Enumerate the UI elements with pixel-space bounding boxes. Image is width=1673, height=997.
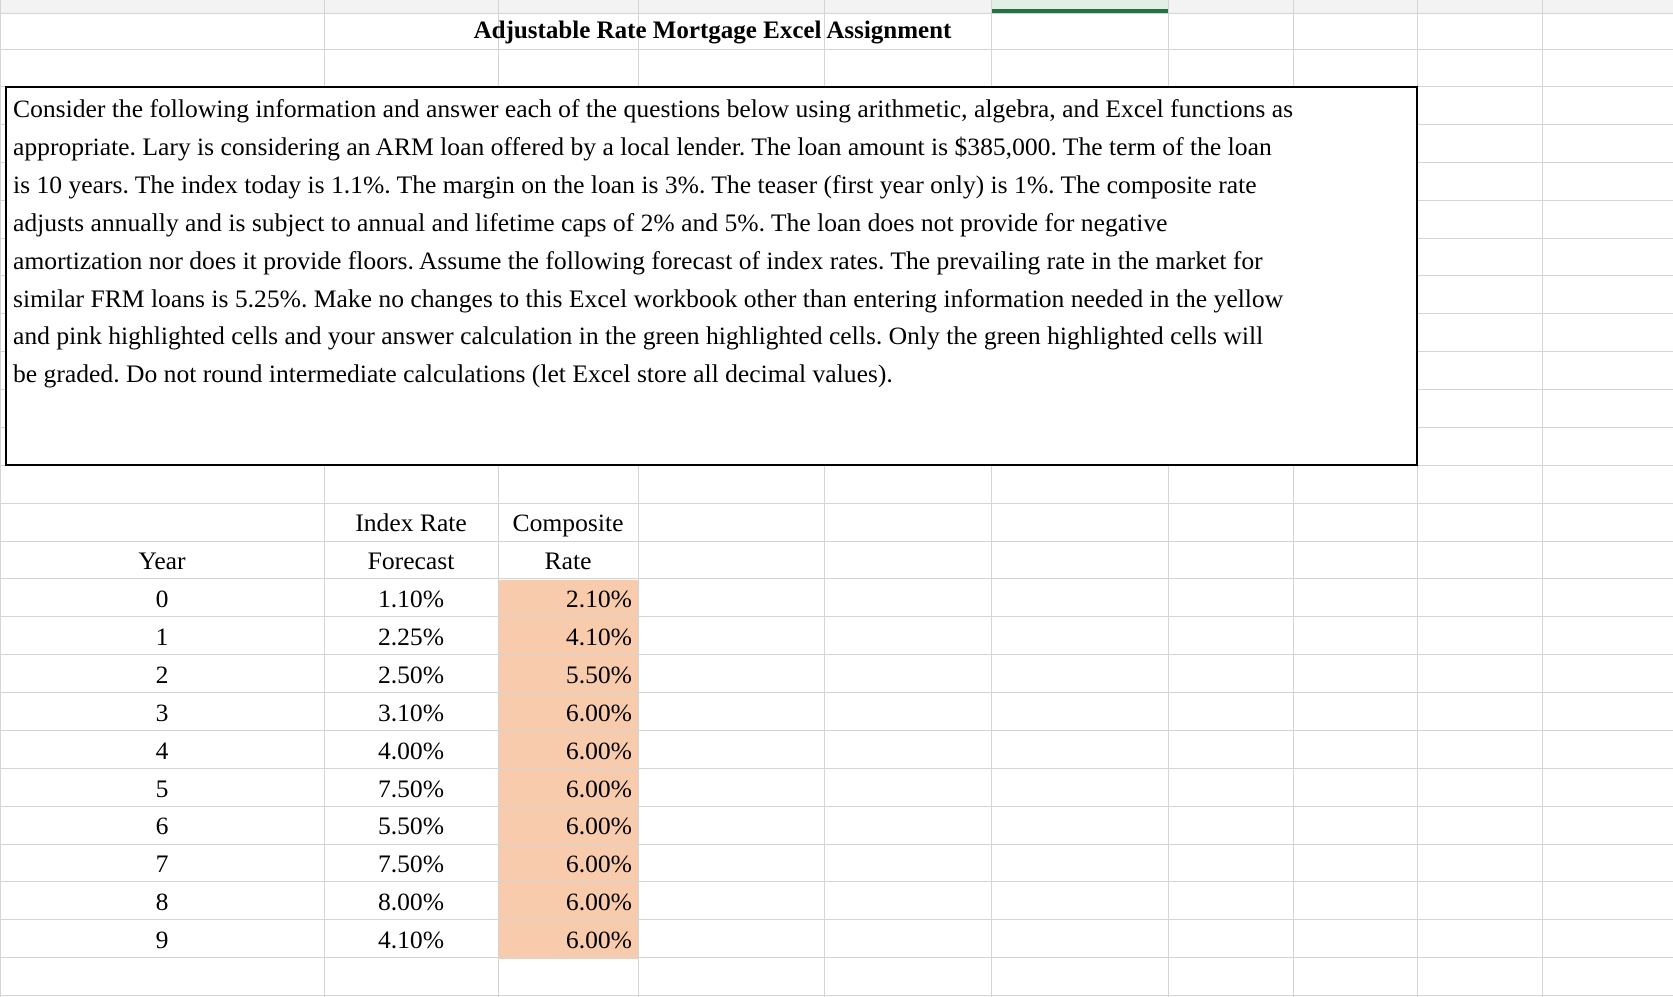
table-cell: 7.50% bbox=[377, 773, 445, 803]
table-cell: 2.50% bbox=[377, 659, 445, 689]
table-cell: 8.00% bbox=[377, 887, 445, 917]
table-cell: 4 bbox=[155, 735, 169, 765]
paragraph-line: similar FRM loans is 5.25%. Make no chan… bbox=[13, 283, 1284, 313]
table-cell: 6.00% bbox=[565, 887, 632, 917]
table-cell: 6.00% bbox=[565, 811, 632, 841]
paragraph-line: is 10 years. The index today is 1.1%. Th… bbox=[13, 169, 1257, 199]
table-header: Year bbox=[138, 546, 186, 576]
table-cell: 9 bbox=[155, 925, 169, 955]
table-cell: 4.10% bbox=[377, 925, 445, 955]
table-cell: 7.50% bbox=[377, 849, 445, 879]
table-cell: 5.50% bbox=[377, 811, 445, 841]
table-header: Composite Rate bbox=[512, 508, 624, 576]
selected-column-bar bbox=[991, 9, 1168, 13]
instructions-box: Consider the following information and a… bbox=[5, 86, 1418, 466]
table-cell: 6.00% bbox=[565, 849, 632, 879]
table-cell: 6.00% bbox=[565, 773, 632, 803]
table-cell: 0 bbox=[155, 584, 169, 613]
table-cell: 8 bbox=[155, 887, 169, 917]
column-header-strip bbox=[0, 0, 1673, 13]
paragraph-line: be graded. Do not round intermediate cal… bbox=[13, 359, 893, 389]
table-cell: 6.00% bbox=[565, 735, 632, 765]
table-cell: 6 bbox=[155, 811, 169, 841]
sheet-title: Adjustable Rate Mortgage Excel Assignmen… bbox=[473, 17, 952, 44]
highlight-fill bbox=[498, 580, 638, 959]
table-cell: 3.10% bbox=[377, 697, 445, 727]
table-cell: 6.00% bbox=[565, 697, 632, 727]
table-cell: 3 bbox=[155, 697, 169, 727]
table-cell: 7 bbox=[155, 849, 169, 879]
table-cell: 5 bbox=[155, 773, 169, 803]
paragraph-line: appropriate. Lary is considering an ARM … bbox=[13, 131, 1272, 161]
paragraph-line: Consider the following information and a… bbox=[13, 94, 1294, 123]
paragraph-line: adjusts annually and is subject to annua… bbox=[13, 207, 1168, 237]
table-cell: 2.25% bbox=[377, 621, 445, 651]
table-cell: 4.10% bbox=[565, 621, 632, 651]
table-cell: 4.00% bbox=[377, 735, 445, 765]
table-cell: 2.10% bbox=[565, 584, 632, 613]
paragraph-line: and pink highlighted cells and your answ… bbox=[13, 321, 1264, 351]
table-cell: 2 bbox=[155, 659, 169, 689]
table-cell: 5.50% bbox=[565, 659, 632, 689]
table-cell: 1 bbox=[155, 621, 169, 651]
table-header: Index Rate Forecast bbox=[355, 508, 467, 576]
table-cell: 6.00% bbox=[565, 925, 632, 955]
paragraph-line: amortization nor does it provide floors.… bbox=[13, 245, 1263, 275]
table-cell: 1.10% bbox=[377, 584, 445, 613]
